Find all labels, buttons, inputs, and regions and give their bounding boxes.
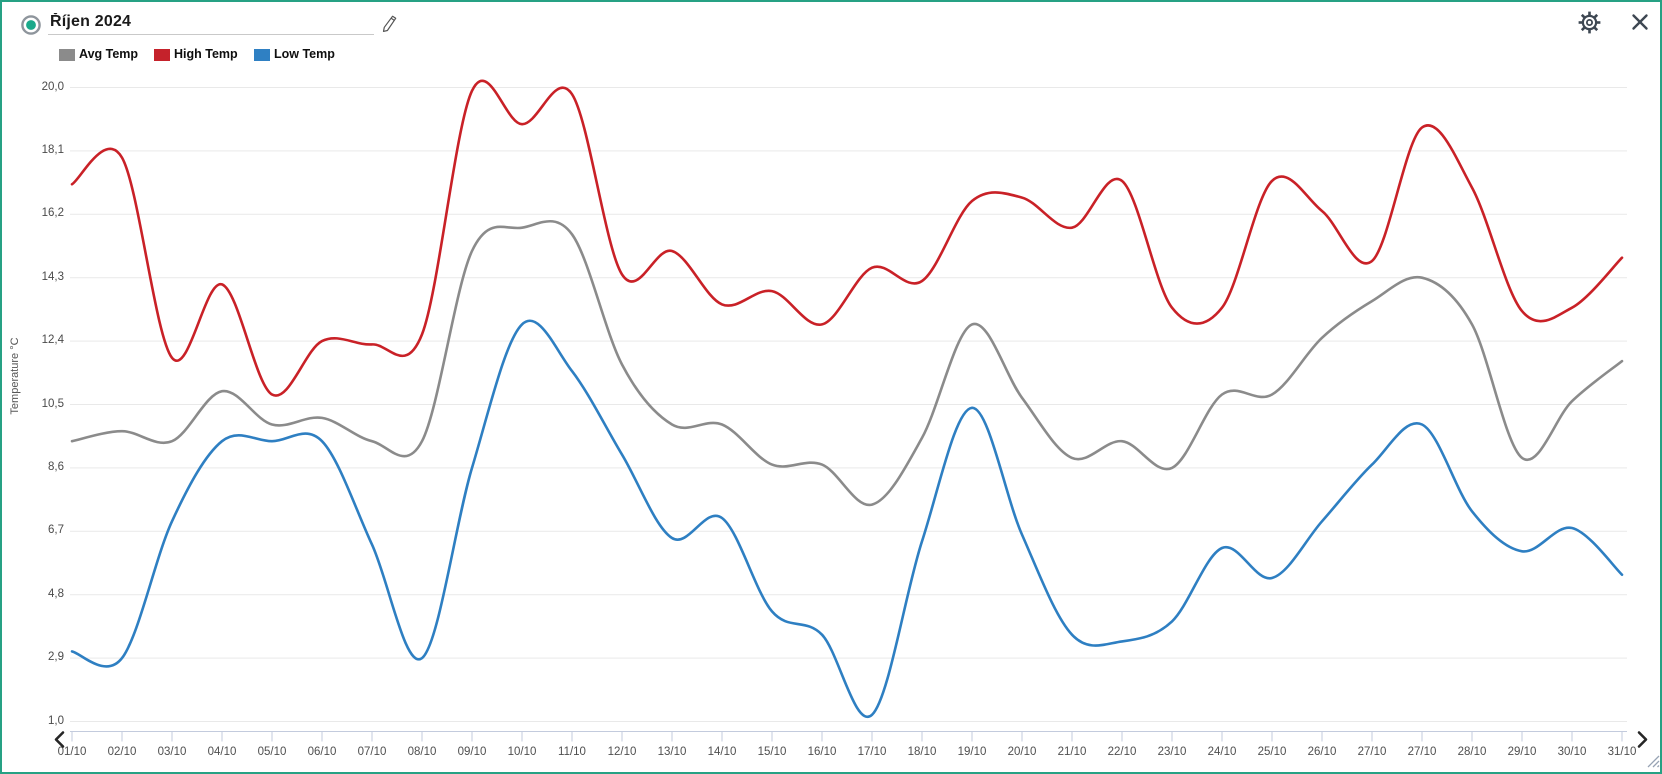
x-tick-label: 09/10 bbox=[457, 746, 487, 758]
title-underline bbox=[48, 34, 374, 35]
x-tick-label: 05/10 bbox=[257, 746, 287, 758]
x-tick-label: 28/10 bbox=[1457, 746, 1487, 758]
x-tick-label: 27/10 bbox=[1407, 746, 1437, 758]
x-tick-label: 18/10 bbox=[907, 746, 937, 758]
x-tick-label: 02/10 bbox=[107, 746, 137, 758]
x-tick-label: 14/10 bbox=[707, 746, 737, 758]
x-tick-label: 11/10 bbox=[558, 746, 586, 758]
x-tick-label: 06/10 bbox=[307, 746, 337, 758]
x-tick-label: 29/10 bbox=[1507, 746, 1537, 758]
x-tick-label: 27/10 bbox=[1357, 746, 1387, 758]
y-tick-label: 18,1 bbox=[41, 143, 64, 156]
y-tick-label: 1,0 bbox=[48, 714, 64, 727]
legend-swatch-avg bbox=[59, 49, 75, 61]
x-tick-label: 07/10 bbox=[357, 746, 387, 758]
x-tick-label: 25/10 bbox=[1257, 746, 1287, 758]
legend-swatch-low bbox=[254, 49, 270, 61]
x-tick-label: 10/10 bbox=[507, 746, 537, 758]
legend-item-low-temp[interactable]: Low Temp bbox=[274, 47, 335, 61]
y-tick-label: 16,2 bbox=[41, 207, 64, 220]
y-tick-label: 2,9 bbox=[48, 651, 64, 664]
x-tick-label: 15/10 bbox=[757, 746, 787, 758]
series-line-high-temp bbox=[70, 79, 1624, 397]
y-tick-label: 10,5 bbox=[41, 397, 64, 410]
legend-swatch-high bbox=[154, 49, 170, 61]
chart-title-input[interactable] bbox=[48, 12, 352, 32]
x-tick-label: 13/10 bbox=[657, 746, 687, 758]
y-tick-label: 8,6 bbox=[48, 460, 64, 473]
x-tick-label: 31/10 bbox=[1607, 746, 1637, 758]
x-tick-label: 16/10 bbox=[807, 746, 837, 758]
y-tick-label: 14,3 bbox=[41, 270, 64, 283]
x-tick-label: 20/10 bbox=[1007, 746, 1037, 758]
y-axis-title: Temperature °C bbox=[9, 337, 21, 415]
x-tick-label: 21/10 bbox=[1057, 746, 1087, 758]
legend-item-avg-temp[interactable]: Avg Temp bbox=[79, 47, 139, 61]
y-tick-label: 4,8 bbox=[48, 587, 64, 600]
x-tick-label: 12/10 bbox=[607, 746, 637, 758]
x-tick-label: 19/10 bbox=[957, 746, 987, 758]
x-tick-label: 24/10 bbox=[1207, 746, 1237, 758]
series-line-low-temp bbox=[70, 319, 1624, 719]
series-line-avg-temp bbox=[70, 219, 1624, 506]
x-tick-label: 26/10 bbox=[1307, 746, 1337, 758]
x-tick-label: 01/10 bbox=[57, 746, 87, 758]
y-tick-label: 12,4 bbox=[41, 334, 64, 347]
x-tick-label: 23/10 bbox=[1157, 746, 1187, 758]
x-tick-label: 30/10 bbox=[1557, 746, 1587, 758]
x-tick-label: 04/10 bbox=[207, 746, 237, 758]
x-tick-label: 22/10 bbox=[1107, 746, 1137, 758]
legend-item-high-temp[interactable]: High Temp bbox=[174, 47, 238, 61]
x-tick-label: 08/10 bbox=[407, 746, 437, 758]
y-tick-label: 20,0 bbox=[41, 80, 64, 93]
y-tick-label: 6,7 bbox=[48, 524, 64, 537]
x-tick-label: 17/10 bbox=[857, 746, 887, 758]
x-tick-label: 03/10 bbox=[157, 746, 187, 758]
